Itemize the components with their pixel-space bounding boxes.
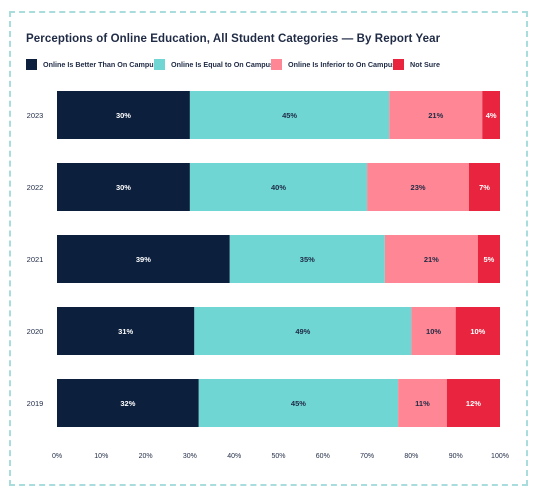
data-label-2021-s3: 5%: [484, 255, 495, 264]
y-tick-label-2022: 2022: [27, 183, 44, 192]
data-label-2022-s3: 7%: [479, 183, 490, 192]
bar-segment-2022-s3: [468, 163, 500, 211]
x-tick-label-9: 90%: [449, 453, 463, 460]
data-label-2022-s0: 30%: [116, 183, 131, 192]
data-label-2019-s0: 32%: [120, 399, 135, 408]
x-tick-label-4: 40%: [227, 453, 241, 460]
data-label-2022-s1: 40%: [271, 183, 286, 192]
data-label-2019-s3: 12%: [466, 399, 481, 408]
bar-segment-2022-s1: [189, 163, 368, 211]
x-tick-label-2: 20%: [139, 453, 153, 460]
legend-swatch-equal: [154, 58, 165, 70]
x-tick-label-1: 10%: [94, 453, 108, 460]
bar-segment-2023-s2: [389, 91, 483, 139]
legend-label-not-sure: Not Sure: [410, 59, 440, 69]
bar-segment-2020-s1: [194, 307, 412, 355]
bar-segment-2023-s3: [482, 91, 500, 139]
data-label-2021-s0: 39%: [136, 255, 151, 264]
data-label-2020-s2: 10%: [426, 327, 441, 336]
bar-segment-2019-s1: [198, 379, 399, 427]
data-label-2020-s1: 49%: [295, 327, 310, 336]
bar-segment-2021-s2: [384, 235, 478, 283]
legend-swatch-better: [26, 58, 37, 70]
data-label-2023-s2: 21%: [428, 111, 443, 120]
data-label-2023-s1: 45%: [282, 111, 297, 120]
x-tick-label-6: 60%: [316, 453, 330, 460]
data-label-2021-s1: 35%: [300, 255, 315, 264]
bar-segment-2020-s2: [411, 307, 456, 355]
legend-swatch-inferior: [271, 58, 282, 70]
bar-segment-2019-s0: [57, 379, 199, 427]
bar-segment-2019-s2: [398, 379, 447, 427]
legend-label-inferior: Online Is Inferior to On Campus: [288, 59, 397, 69]
y-tick-label-2020: 2020: [27, 327, 44, 336]
data-label-2020-s0: 31%: [118, 327, 133, 336]
legend-item-equal: Online Is Equal to On Campus: [154, 58, 274, 70]
bar-segment-2021-s1: [229, 235, 385, 283]
data-label-2021-s2: 21%: [424, 255, 439, 264]
chart-title: Perceptions of Online Education, All Stu…: [26, 33, 441, 45]
x-tick-label-8: 80%: [404, 453, 418, 460]
bar-segment-2023-s1: [189, 91, 390, 139]
chart-frame: [9, 11, 528, 486]
legend-item-not-sure: Not Sure: [393, 58, 440, 70]
data-label-2023-s0: 30%: [116, 111, 131, 120]
y-tick-label-2019: 2019: [27, 399, 44, 408]
bar-segment-2021-s0: [57, 235, 230, 283]
x-axis-ticks: 0% 10% 20% 30% 40% 50% 60% 70% 80% 90% 100%: [52, 453, 509, 460]
legend-swatch-not-sure: [393, 58, 404, 70]
bar-segment-2019-s3: [446, 379, 500, 427]
x-tick-label-7: 70%: [360, 453, 374, 460]
bar-segment-2021-s3: [477, 235, 500, 283]
data-label-2022-s2: 23%: [411, 183, 426, 192]
data-label-2019-s2: 11%: [415, 399, 430, 408]
bar-segment-2023-s0: [57, 91, 190, 139]
legend-label-better: Online Is Better Than On Campus: [43, 59, 158, 69]
y-axis-labels: 2023 2022 2021 2020 2019: [27, 111, 44, 408]
bar-segment-2022-s2: [367, 163, 469, 211]
legend-label-equal: Online Is Equal to On Campus: [171, 59, 275, 69]
x-tick-label-5: 50%: [271, 453, 285, 460]
bar-segment-2022-s0: [57, 163, 190, 211]
bar-segment-2020-s3: [455, 307, 500, 355]
x-tick-label-3: 30%: [183, 453, 197, 460]
x-tick-label-10: 100%: [491, 453, 509, 460]
data-label-2019-s1: 45%: [291, 399, 306, 408]
y-tick-label-2021: 2021: [27, 255, 44, 264]
x-tick-label-0: 0%: [52, 453, 62, 460]
y-tick-label-2023: 2023: [27, 111, 44, 120]
legend-item-better: Online Is Better Than On Campus: [26, 58, 158, 70]
bar-group: 30% 45% 21% 4% 30% 40% 23% 7% 39% 35% 21% 5% 31% 49% 1…: [57, 91, 500, 427]
legend-item-inferior: Online Is Inferior to On Campus: [271, 58, 396, 70]
data-label-2020-s3: 10%: [470, 327, 485, 336]
bar-segment-2020-s0: [57, 307, 195, 355]
data-label-2023-s3: 4%: [486, 111, 497, 120]
